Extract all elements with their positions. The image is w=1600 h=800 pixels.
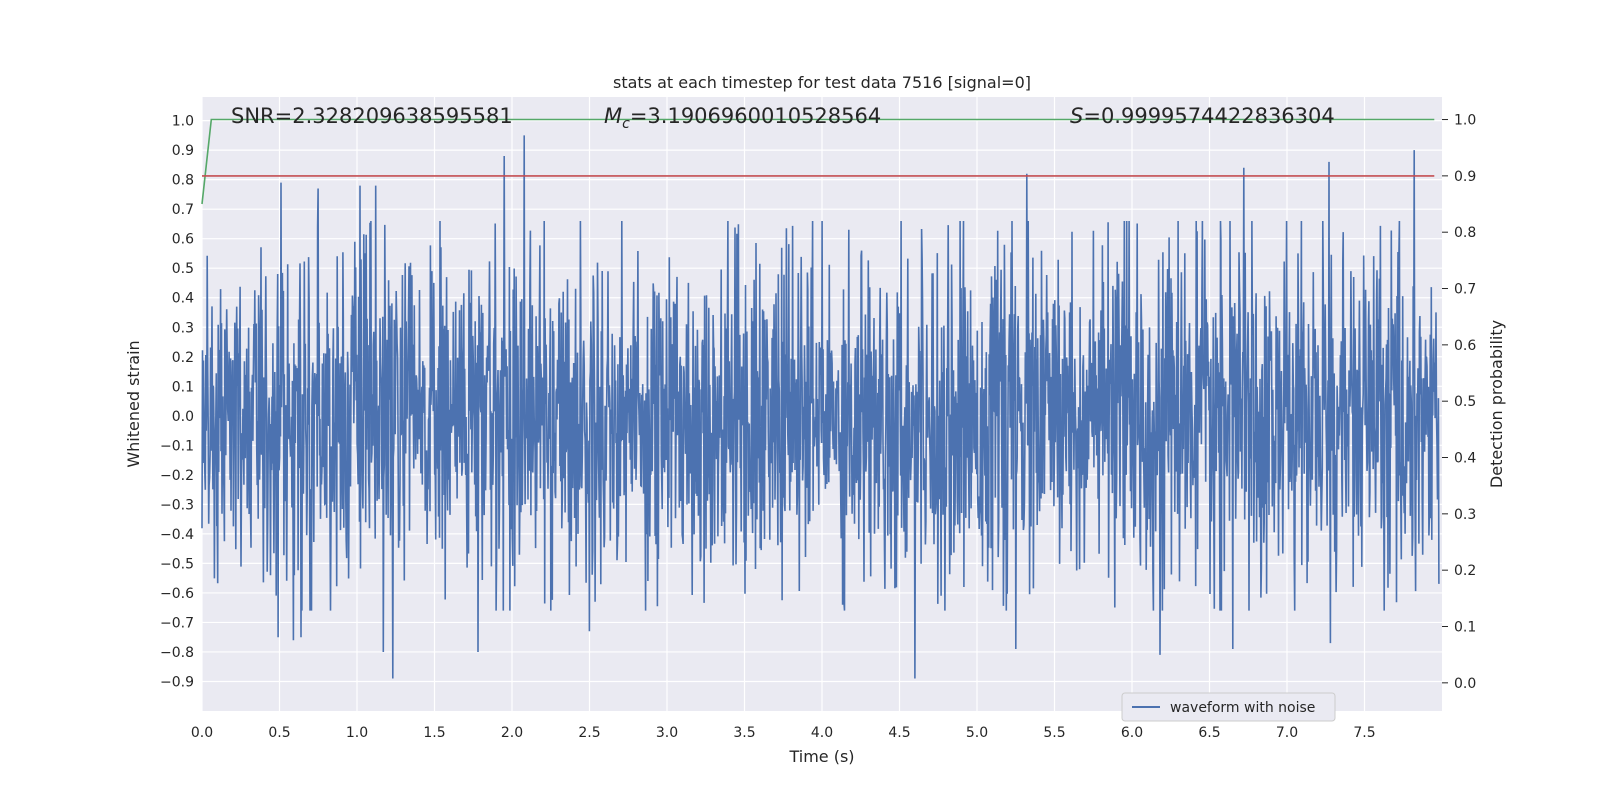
x-tick-label: 6.5	[1198, 725, 1220, 741]
y-tick-label: −0.5	[160, 556, 194, 572]
s-annotation: S=0.9999574422836304	[1070, 104, 1335, 128]
y2-tick-label: 1.0	[1454, 113, 1476, 129]
y-tick-label: 0.0	[172, 409, 194, 425]
legend-label-waveform: waveform with noise	[1170, 700, 1315, 716]
y2-tick-label: 0.1	[1454, 620, 1476, 636]
y-tick-label: 0.5	[172, 261, 194, 277]
y-tick-label: 0.7	[172, 202, 194, 218]
y-ticks: 1.0 0.9 0.8 0.7 0.6 0.5 0.4 0.3 0.2 0.1 0.0 −0.1 −0.…	[160, 114, 194, 691]
y2-tick-label: 0.9	[1454, 169, 1476, 185]
y-tick-label: −0.2	[160, 468, 194, 484]
y-tick-label: 0.1	[172, 379, 194, 395]
legend-box	[1121, 692, 1336, 722]
y2-tick-label: 0.2	[1454, 563, 1476, 579]
x-tick-label: 0.0	[191, 725, 213, 741]
y-tick-label: −0.1	[160, 438, 194, 454]
waveform-line	[201, 135, 1440, 679]
x-tick-label: 0.5	[268, 725, 290, 741]
x-tick-label: 1.5	[423, 725, 445, 741]
x-tick-label: 3.5	[733, 725, 755, 741]
y-tick-label: −0.9	[160, 674, 194, 690]
y-tick-label: 0.3	[172, 320, 194, 336]
x-tick-label: 5.5	[1043, 725, 1065, 741]
series-probability	[201, 118, 1435, 205]
x-tick-label: 2.5	[578, 725, 600, 741]
chirp-mass-annotation: Mc=3.1906960010528564	[604, 104, 881, 132]
x-tick-label: 2.0	[501, 725, 523, 741]
y-tick-label: −0.3	[160, 497, 194, 513]
x-tick-label: 4.0	[811, 725, 833, 741]
y-tick-label: −0.6	[160, 586, 194, 602]
series-waveform-with-noise	[201, 135, 1440, 679]
y2-tick-label: 0.8	[1454, 225, 1476, 241]
y2-tick-label: 0.3	[1454, 507, 1476, 523]
x-ticks: 0.0 0.5 1.0 1.5 2.0 2.5 3.0 3.5 4.0 4.5 5.0 5.5 6.0 6…	[191, 725, 1376, 741]
y-tick-label: 0.6	[172, 232, 194, 248]
x-tick-label: 7.0	[1276, 725, 1298, 741]
x-tick-label: 1.0	[346, 725, 368, 741]
x-tick-label: 3.0	[656, 725, 678, 741]
chart-title: stats at each timestep for test data 751…	[613, 73, 1031, 92]
y2-ticks: 1.0 0.9 0.8 0.7 0.6 0.5 0.4 0.3 0.2 0.1 0.0	[1442, 113, 1476, 692]
x-tick-label: 6.0	[1121, 725, 1143, 741]
x-tick-label: 4.5	[888, 725, 910, 741]
legend: waveform with noise	[1121, 692, 1336, 722]
y-tick-label: 1.0	[172, 114, 194, 130]
y2-tick-label: 0.6	[1454, 338, 1476, 354]
y2-tick-label: 0.5	[1454, 394, 1476, 410]
snr-annotation: SNR=2.328209638595581	[231, 104, 513, 128]
y-tick-label: −0.4	[160, 527, 194, 543]
y2-axis-label: Detection probability	[1487, 320, 1506, 488]
x-axis-label: Time (s)	[788, 747, 854, 766]
x-tick-label: 7.5	[1353, 725, 1375, 741]
y-tick-label: 0.8	[172, 173, 194, 189]
y-axis-label: Whitened strain	[124, 340, 143, 467]
y-tick-label: 0.2	[172, 350, 194, 366]
y-tick-label: 0.4	[172, 291, 194, 307]
y2-tick-label: 0.4	[1454, 451, 1476, 467]
y2-tick-label: 0.0	[1454, 676, 1476, 692]
x-tick-label: 5.0	[966, 725, 988, 741]
y2-tick-label: 0.7	[1454, 282, 1476, 298]
y-tick-label: −0.8	[160, 645, 194, 661]
y-tick-label: −0.7	[160, 615, 194, 631]
y-tick-label: 0.9	[172, 143, 194, 159]
